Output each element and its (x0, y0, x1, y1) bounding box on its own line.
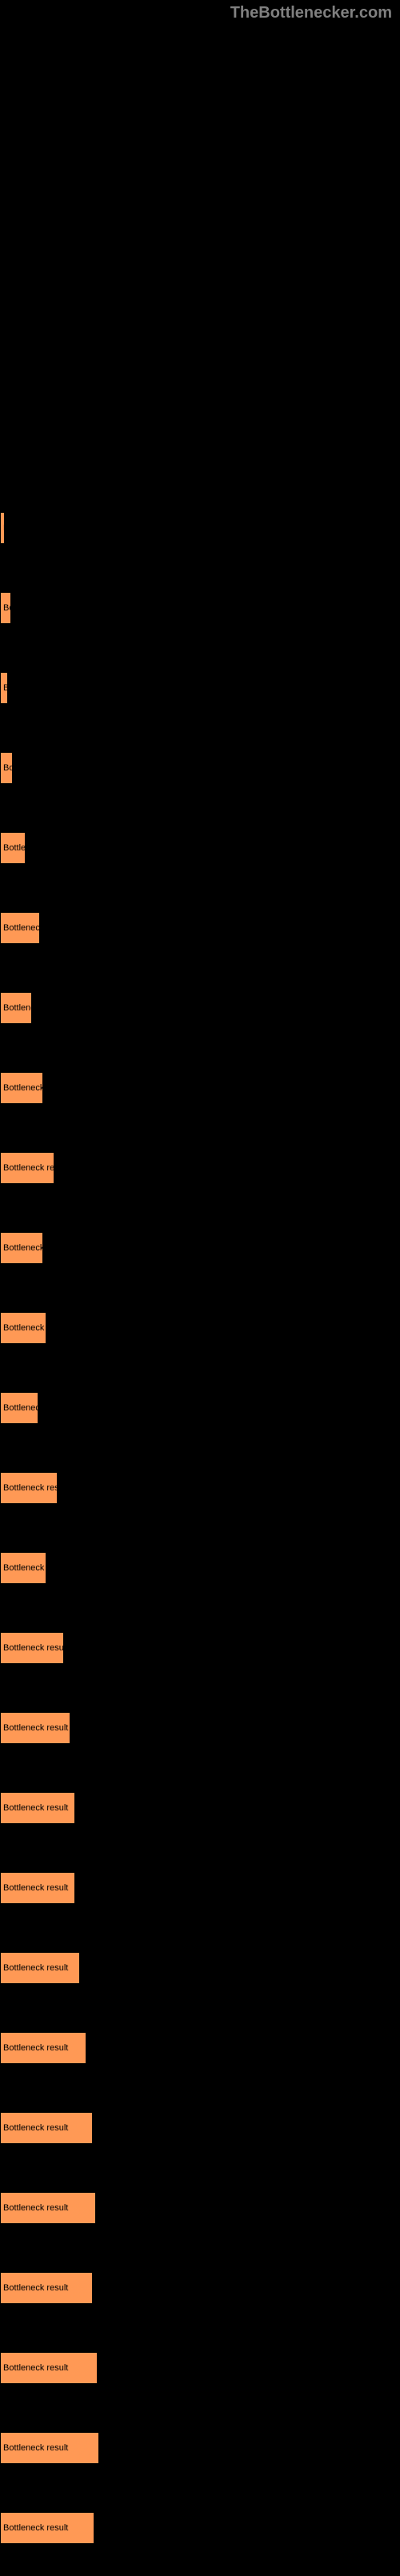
bar-row: Bottleneck result (0, 1696, 400, 1760)
chart-bar: Bottlene (0, 992, 32, 1024)
chart-bar: Bo (0, 592, 11, 624)
bar-row: Bottleneck res (0, 1296, 400, 1360)
chart-bar: B (0, 672, 8, 704)
bar-row: Bottleneck (0, 1376, 400, 1440)
chart-bar: Bottleneck result (0, 1712, 70, 1744)
chart-bar: Bottleneck result (0, 2112, 93, 2144)
chart-bar: Bottlen (0, 832, 26, 864)
bar-row: Bottlene (0, 976, 400, 1040)
chart-bar: Bottleneck result (0, 1792, 75, 1824)
bar-row: Bottleneck result (0, 1616, 400, 1680)
bar-row: Bottleneck result (0, 1136, 400, 1200)
chart-bar: Bottleneck re (0, 1072, 43, 1104)
chart-bar: Bottleneck result (0, 2192, 96, 2224)
chart-bar: Bottleneck result (0, 1632, 64, 1664)
bar-row: Bottleneck res (0, 1536, 400, 1600)
bar-row: Bottleneck result (0, 1856, 400, 1920)
bar-row: Bottleneck re (0, 1216, 400, 1280)
chart-bar: Bottleneck res (0, 1552, 46, 1584)
chart-bar: Bottleneck result (0, 2352, 98, 2384)
chart-bar: Bottleneck result (0, 1872, 75, 1904)
chart-bar: Bottleneck result (0, 2032, 86, 2064)
bar-row: Bottleneck re (0, 1056, 400, 1120)
bar-row: Bottleneck r (0, 896, 400, 960)
bar-chart: B Bo B Bo Bottlen Bottleneck r Bottlene Bottlen… (0, 0, 400, 2560)
bar-row: Bottleneck result (0, 2016, 400, 2080)
chart-bar: Bottleneck result (0, 2512, 94, 2544)
bar-row: Bottleneck result (0, 1936, 400, 2000)
chart-bar: Bottleneck result (0, 1952, 80, 1984)
bar-row: Bo (0, 576, 400, 640)
bar-row: Bottleneck result (0, 2096, 400, 2160)
bar-row: Bottleneck result (0, 2416, 400, 2480)
chart-bar: Bottleneck res (0, 1312, 46, 1344)
chart-bar: B (0, 512, 5, 544)
chart-bar: Bottleneck result (0, 2432, 99, 2464)
bar-row: Bottleneck result (0, 2496, 400, 2560)
bar-row: Bottleneck result (0, 1776, 400, 1840)
chart-bar: Bottleneck re (0, 1232, 43, 1264)
watermark-text: TheBottlenecker.com (230, 4, 392, 22)
bar-row: Bo (0, 736, 400, 800)
bar-row: Bottleneck result (0, 2176, 400, 2240)
bar-row: Bottleneck result (0, 2256, 400, 2320)
chart-bar: Bottleneck result (0, 2272, 93, 2304)
bar-row: B (0, 496, 400, 560)
bar-row: Bottleneck result (0, 2336, 400, 2400)
bar-row: Bottleneck result (0, 1456, 400, 1520)
chart-bar: Bo (0, 752, 13, 784)
bar-row: B (0, 656, 400, 720)
chart-bar: Bottleneck result (0, 1472, 58, 1504)
chart-bar: Bottleneck r (0, 912, 40, 944)
bar-row: Bottlen (0, 816, 400, 880)
chart-bar: Bottleneck result (0, 1152, 54, 1184)
chart-bar: Bottleneck (0, 1392, 38, 1424)
